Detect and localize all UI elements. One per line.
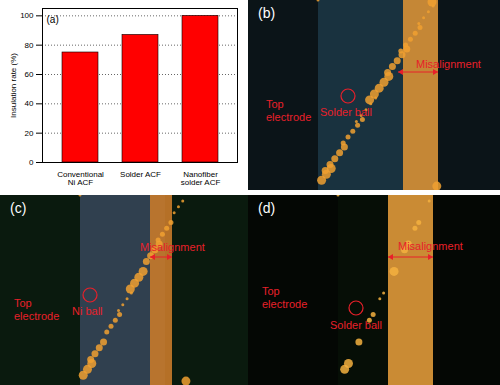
svg-text:(d): (d): [258, 200, 275, 216]
svg-text:ConventionalNi ACF: ConventionalNi ACF: [57, 170, 104, 187]
svg-text:40: 40: [25, 99, 34, 108]
svg-text:0: 0: [29, 158, 34, 167]
svg-text:(a): (a): [47, 14, 59, 25]
svg-text:(c): (c): [10, 200, 26, 216]
svg-text:Solder ball: Solder ball: [320, 106, 372, 118]
svg-text:(b): (b): [258, 5, 275, 21]
svg-text:60: 60: [25, 70, 34, 79]
svg-text:Insulation rate (%): Insulation rate (%): [9, 53, 18, 118]
svg-text:Solder ACF: Solder ACF: [120, 170, 161, 179]
svg-text:Misalignment: Misalignment: [398, 240, 463, 252]
svg-text:Topelectrode: Topelectrode: [262, 285, 307, 310]
svg-text:Misalignment: Misalignment: [416, 58, 481, 70]
svg-text:80: 80: [25, 41, 34, 50]
svg-text:Topelectrode: Topelectrode: [14, 297, 59, 322]
svg-text:Misalignment: Misalignment: [140, 241, 205, 253]
svg-text:100: 100: [20, 11, 34, 20]
svg-text:Nanofibersolder ACF: Nanofibersolder ACF: [181, 170, 221, 187]
svg-text:Solder ball: Solder ball: [330, 319, 382, 331]
svg-text:20: 20: [25, 129, 34, 138]
svg-text:Ni ball: Ni ball: [72, 305, 103, 317]
svg-text:Topelectrode: Topelectrode: [266, 98, 311, 123]
